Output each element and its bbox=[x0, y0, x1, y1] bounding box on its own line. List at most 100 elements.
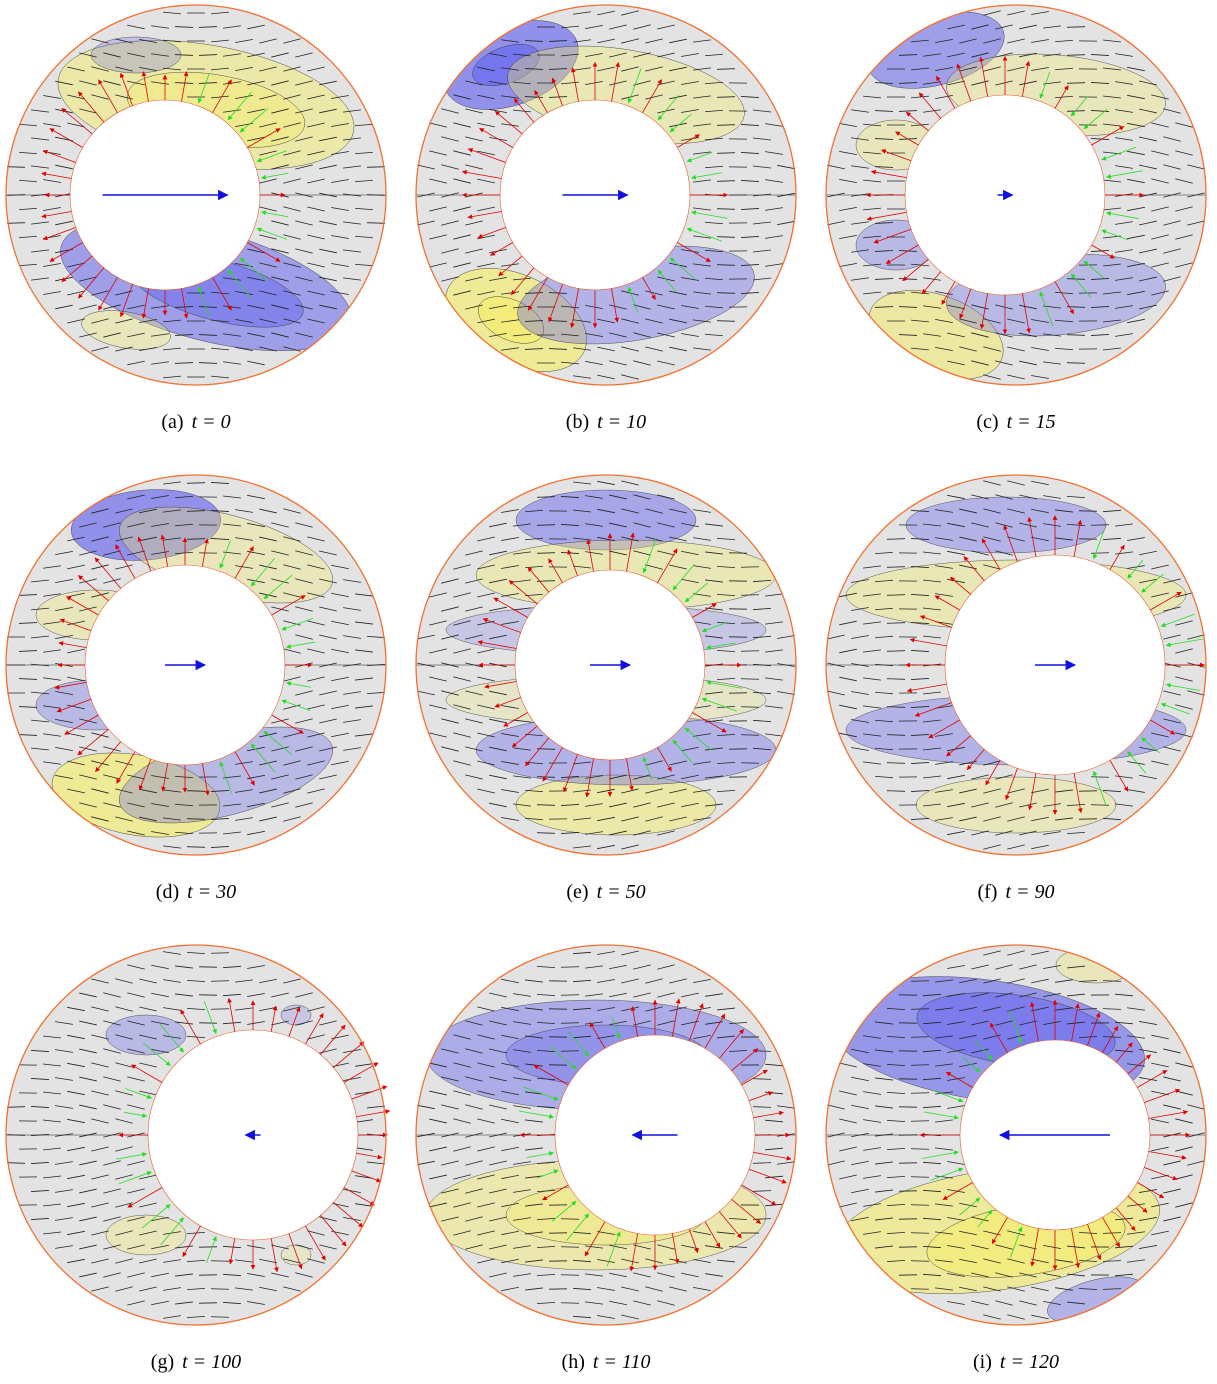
panel-label: (i) bbox=[973, 1351, 992, 1373]
director bbox=[115, 66, 133, 72]
director bbox=[91, 1034, 109, 1040]
director bbox=[55, 579, 73, 583]
director bbox=[525, 979, 543, 983]
director bbox=[983, 788, 1001, 794]
director bbox=[67, 94, 85, 100]
director bbox=[704, 165, 724, 169]
director bbox=[983, 978, 1001, 984]
director bbox=[31, 277, 49, 281]
director bbox=[669, 816, 687, 822]
director bbox=[1007, 318, 1025, 324]
traction-arrow bbox=[1127, 1195, 1148, 1213]
director bbox=[971, 992, 989, 998]
director bbox=[874, 663, 894, 667]
director bbox=[222, 993, 242, 997]
traction-arrow bbox=[119, 72, 133, 106]
director bbox=[67, 1230, 85, 1236]
director bbox=[1031, 347, 1049, 351]
director bbox=[501, 1258, 519, 1264]
director bbox=[115, 1090, 133, 1096]
director bbox=[935, 1175, 953, 1179]
director bbox=[465, 1132, 483, 1138]
panel: (h) t = 110 bbox=[415, 944, 797, 1373]
director bbox=[910, 1148, 930, 1150]
traction-arrow bbox=[585, 758, 594, 798]
director bbox=[331, 620, 349, 626]
traction-arrow bbox=[991, 1217, 1008, 1245]
director bbox=[645, 1286, 663, 1292]
director bbox=[163, 951, 181, 955]
director bbox=[548, 68, 568, 70]
director bbox=[633, 80, 651, 86]
director bbox=[489, 522, 507, 528]
director bbox=[839, 1146, 857, 1152]
director bbox=[417, 1132, 435, 1138]
director bbox=[1127, 206, 1145, 212]
director bbox=[55, 304, 73, 310]
director bbox=[91, 1118, 109, 1124]
director bbox=[886, 650, 906, 652]
director bbox=[573, 817, 591, 821]
director bbox=[163, 347, 181, 351]
director bbox=[910, 510, 930, 512]
director bbox=[43, 621, 61, 625]
director bbox=[163, 11, 181, 15]
director bbox=[151, 964, 169, 970]
director bbox=[235, 761, 253, 765]
traction-arrow bbox=[197, 286, 210, 317]
director bbox=[417, 192, 435, 198]
director bbox=[935, 817, 953, 821]
director bbox=[43, 733, 61, 737]
traction-arrow bbox=[351, 1085, 388, 1100]
director bbox=[319, 662, 337, 668]
director bbox=[489, 1020, 507, 1026]
director bbox=[839, 207, 857, 211]
director bbox=[67, 564, 85, 570]
director bbox=[560, 966, 580, 968]
director bbox=[489, 109, 507, 113]
director bbox=[453, 94, 471, 100]
traction-arrow bbox=[59, 618, 92, 632]
director bbox=[30, 1050, 50, 1052]
director bbox=[139, 978, 157, 984]
director bbox=[465, 304, 483, 310]
director bbox=[1007, 66, 1025, 72]
traction-arrow bbox=[239, 257, 269, 282]
director bbox=[355, 705, 373, 709]
director bbox=[1187, 634, 1205, 640]
traction-arrow bbox=[78, 267, 105, 299]
director bbox=[947, 802, 965, 808]
director bbox=[139, 1034, 157, 1040]
director bbox=[1151, 206, 1169, 212]
director bbox=[716, 789, 736, 793]
traction-arrow bbox=[125, 1088, 152, 1099]
director bbox=[851, 277, 869, 281]
director bbox=[67, 1118, 85, 1124]
traction-arrow bbox=[285, 681, 312, 688]
director bbox=[1043, 53, 1061, 57]
director bbox=[585, 1273, 603, 1277]
director bbox=[693, 1230, 711, 1236]
director bbox=[1102, 1008, 1122, 1010]
director bbox=[79, 1244, 97, 1250]
director bbox=[716, 264, 736, 266]
director bbox=[693, 621, 711, 625]
traction-arrow bbox=[305, 1225, 326, 1261]
director bbox=[1019, 304, 1037, 310]
director bbox=[573, 375, 591, 379]
director bbox=[959, 816, 977, 822]
traction-arrow bbox=[1087, 1224, 1102, 1261]
director bbox=[863, 151, 881, 155]
director bbox=[127, 1104, 145, 1110]
director bbox=[151, 803, 169, 807]
director bbox=[1054, 39, 1074, 43]
director bbox=[669, 1006, 687, 1012]
director bbox=[705, 579, 723, 583]
director bbox=[30, 1162, 50, 1164]
director bbox=[597, 66, 615, 72]
director bbox=[827, 662, 845, 668]
director bbox=[477, 1202, 495, 1208]
director bbox=[355, 1119, 373, 1123]
director bbox=[1187, 1160, 1205, 1166]
director bbox=[971, 360, 989, 366]
